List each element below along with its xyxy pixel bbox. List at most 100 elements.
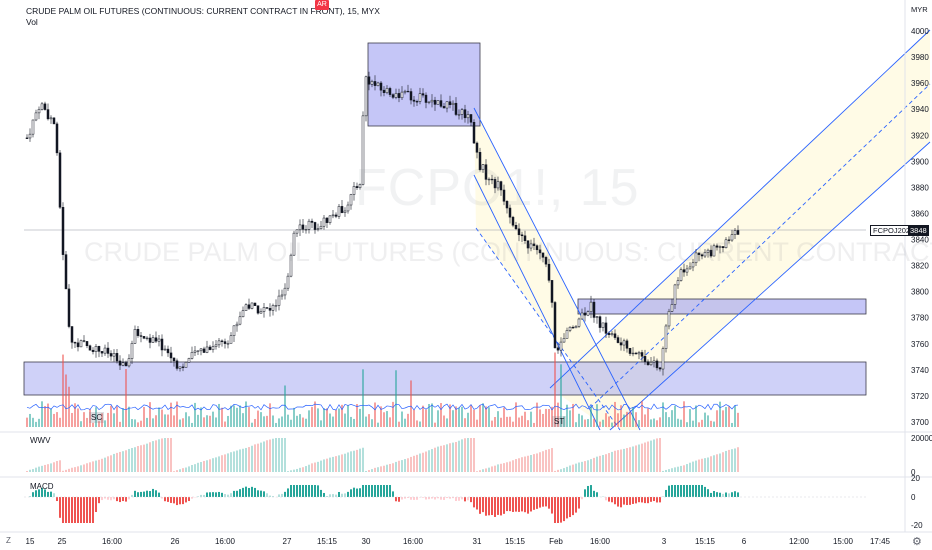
wwv-bar <box>599 455 601 472</box>
candle-body <box>184 362 188 368</box>
z-icon[interactable]: Z <box>6 536 11 545</box>
sc-annotation[interactable]: SC <box>89 412 105 423</box>
macd-bar <box>29 495 31 497</box>
macd-bar <box>290 485 292 497</box>
volume-bar <box>683 401 685 427</box>
volume-bar <box>68 386 70 427</box>
up-channel[interactable] <box>549 29 931 431</box>
macd-bar <box>608 497 610 502</box>
price-axis[interactable]: 4000 3980 3960 3940 3920 3900 3880 3860 3840 3820… <box>911 27 929 427</box>
macd-bar <box>677 485 679 497</box>
macd-bar <box>431 497 433 499</box>
ar-badge[interactable]: AR <box>315 0 329 10</box>
volume-bar <box>35 421 37 427</box>
macd-bar <box>230 493 232 497</box>
macd-bar <box>215 492 217 497</box>
candle-body <box>337 206 341 217</box>
macd-bar <box>467 497 469 501</box>
wwv-bar <box>713 455 715 472</box>
volume-bar <box>524 411 526 427</box>
volume-bar <box>452 410 454 427</box>
volume-bar <box>560 364 562 427</box>
macd-bar <box>671 485 673 497</box>
candle-body <box>193 350 197 353</box>
candle-body <box>247 304 251 309</box>
macd-histogram <box>26 485 739 523</box>
resistance-zone[interactable] <box>577 298 867 315</box>
volume-bar <box>665 412 667 427</box>
wwv-bar <box>392 463 394 472</box>
candle-body <box>622 340 626 346</box>
candle-body <box>241 310 245 318</box>
volume-bar <box>242 413 244 427</box>
price-tick-label: 4000 <box>911 27 929 36</box>
wwv-bar <box>203 460 205 472</box>
volume-bar <box>617 413 619 427</box>
volume-bar <box>548 408 550 427</box>
volume-bar <box>122 408 124 427</box>
volume-bar <box>602 419 604 427</box>
volume-bar <box>152 418 154 427</box>
candle-body <box>472 122 476 144</box>
candle-body <box>52 117 56 125</box>
macd-bar <box>62 497 64 523</box>
wwv-bar <box>125 450 127 472</box>
candle-body <box>259 311 263 314</box>
wwv-bar <box>377 467 379 472</box>
volume-bar <box>512 421 514 427</box>
candle-body <box>115 353 119 362</box>
macd-bar <box>356 488 358 497</box>
wwv-bar <box>269 439 271 472</box>
wwv-bar <box>389 463 391 472</box>
macd-bar <box>446 497 448 499</box>
macd-bar <box>623 497 625 505</box>
price-candles[interactable] <box>25 71 740 376</box>
candle-body <box>64 254 68 290</box>
macd-bar <box>458 497 460 501</box>
wwv-bar <box>455 441 457 472</box>
wwv-bar <box>191 465 193 472</box>
macd-bar <box>575 497 577 513</box>
wwv-bar <box>344 453 346 472</box>
volume-bar <box>416 420 418 427</box>
macd-bar <box>656 497 658 503</box>
wwv-bar <box>452 442 454 472</box>
st-annotation[interactable]: ST <box>552 416 567 427</box>
macd-bar <box>125 497 127 502</box>
macd-bar <box>89 497 91 523</box>
wwv-bar <box>575 463 577 472</box>
volume-bar <box>128 406 130 427</box>
macd-bar <box>68 497 70 523</box>
time-axis[interactable]: 15 25 16:00 26 16:00 27 15:15 30 16:00 31 15:15 Feb… <box>26 537 891 546</box>
volume-bar <box>368 414 370 427</box>
macd-bar <box>620 497 622 508</box>
wwv-bar <box>206 460 208 472</box>
wwv-bar <box>317 461 319 472</box>
macd-bar <box>455 497 457 501</box>
candle-body <box>574 326 578 329</box>
volume-bar <box>248 407 250 427</box>
wwv-bar <box>662 470 664 472</box>
gear-icon[interactable]: ⚙ <box>912 536 922 548</box>
candle-body <box>637 352 641 355</box>
demand-zone[interactable] <box>23 361 867 396</box>
wwv-bar <box>281 438 283 472</box>
macd-bar <box>65 497 67 523</box>
wwv-bar <box>35 467 37 472</box>
last-price-tag[interactable]: 3848 <box>908 225 929 236</box>
volume-bar <box>62 354 64 427</box>
macd-bar <box>557 497 559 523</box>
macd-bar <box>137 492 139 497</box>
candle-body <box>484 164 488 180</box>
candle-body <box>250 302 254 309</box>
macd-bar <box>155 490 157 497</box>
wwv-bar <box>485 468 487 472</box>
down-channel[interactable] <box>473 107 641 431</box>
volume-bar <box>629 411 631 427</box>
price-tick-label: 3760 <box>911 340 929 349</box>
macd-bar <box>632 497 634 504</box>
wwv-bar <box>32 469 34 472</box>
wwv-bar <box>413 455 415 472</box>
volume-bar <box>545 408 547 427</box>
